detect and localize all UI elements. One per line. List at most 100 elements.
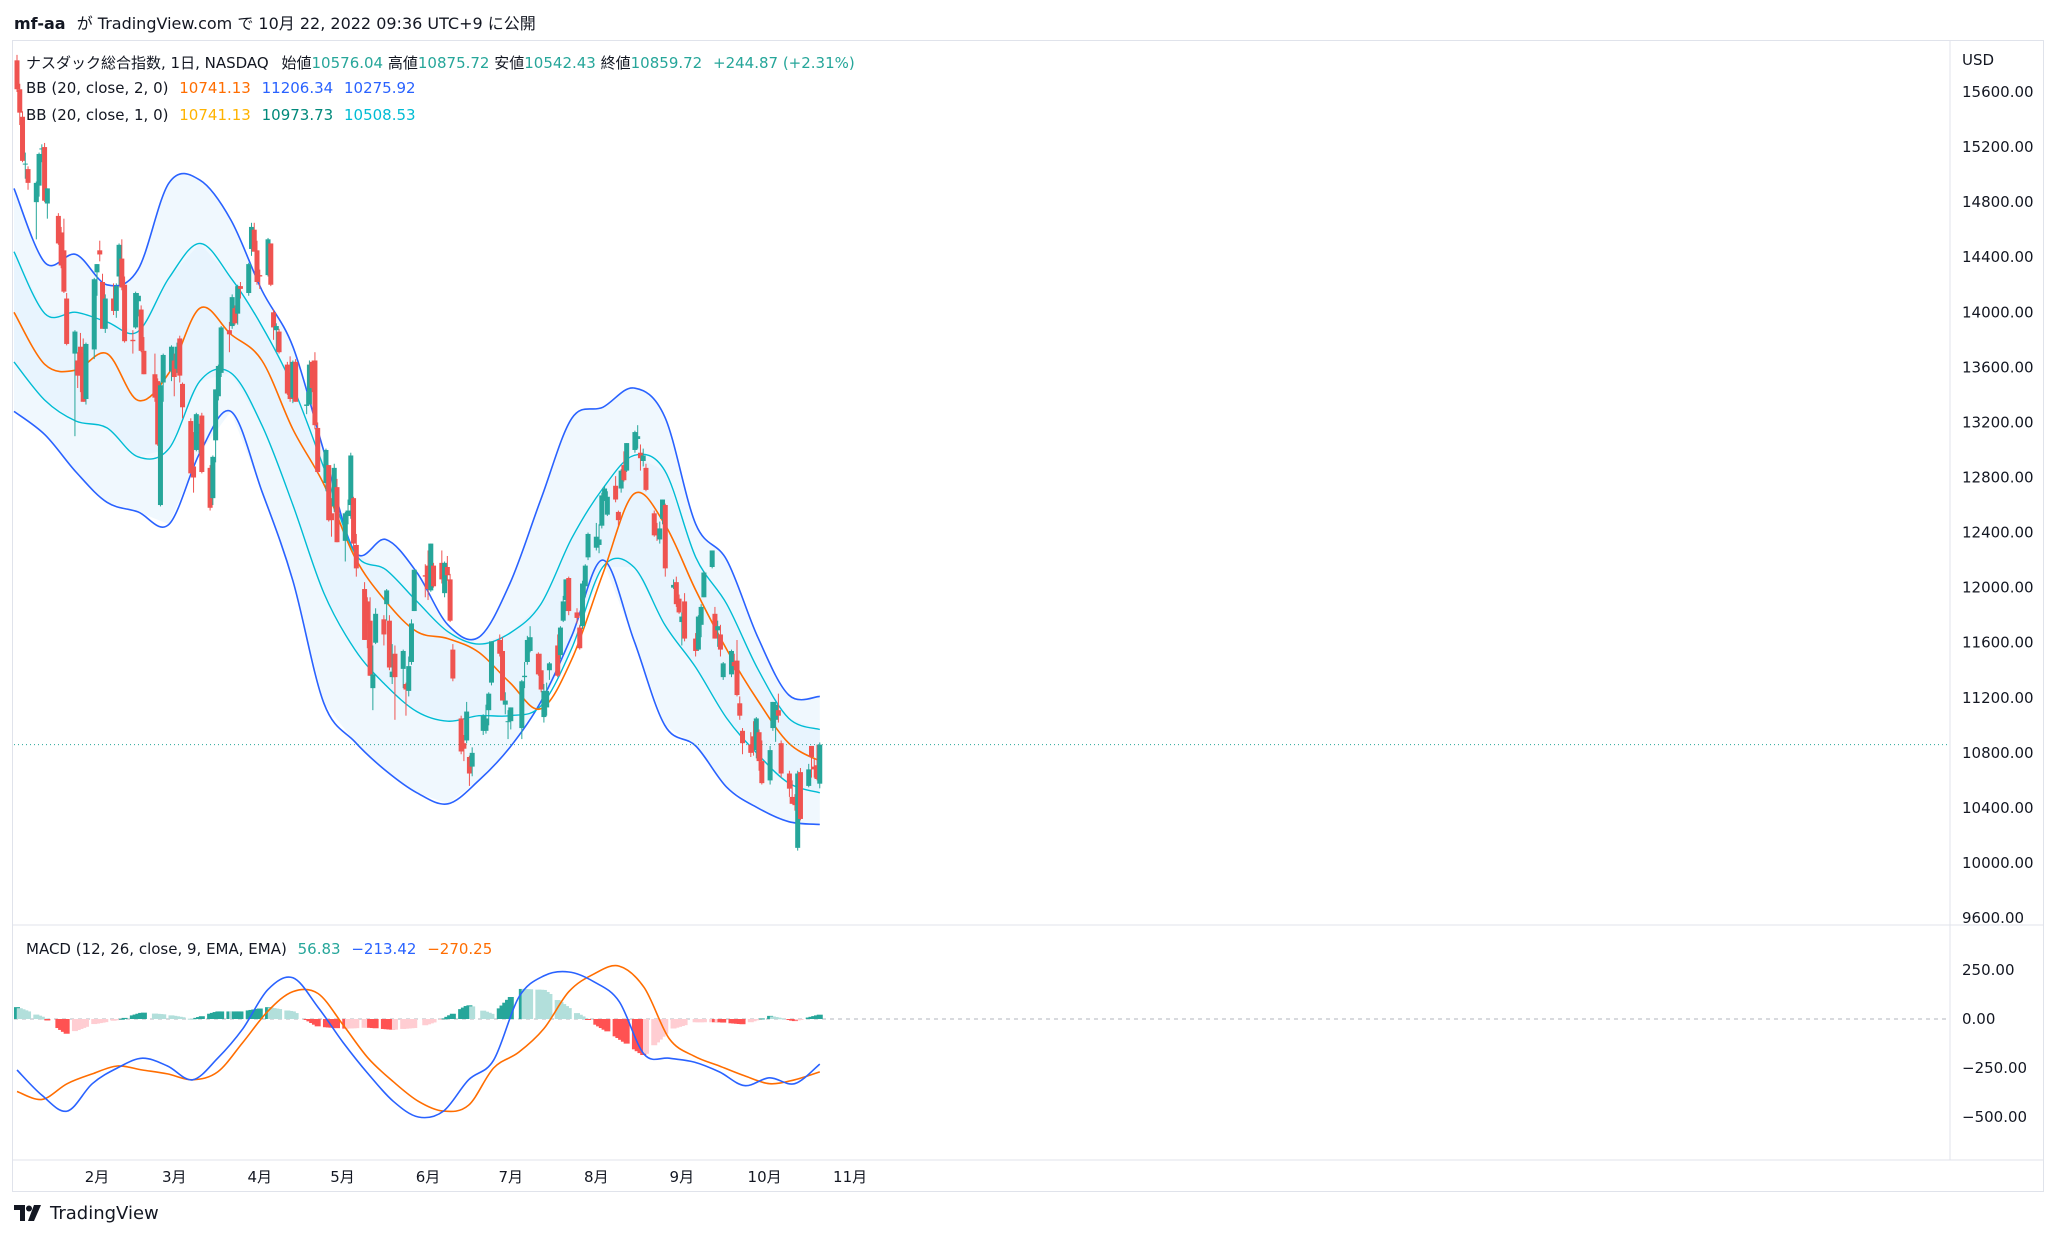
candle-body <box>717 634 723 650</box>
price-axis-tick: 14800.00 <box>1962 193 2034 211</box>
candle <box>188 418 194 474</box>
price-axis-tick: 12000.00 <box>1962 579 2034 597</box>
candle <box>557 626 563 660</box>
macd-histogram-bar <box>237 1011 244 1019</box>
legend-bb-1sd[interactable]: BB (20, close, 1, 0) 10741.13 10973.73 1… <box>26 106 416 124</box>
candle <box>207 465 213 511</box>
candle <box>232 305 238 325</box>
legend-bb1-label: BB (20, close, 2, 0) <box>26 79 169 97</box>
candle-body <box>328 513 334 521</box>
legend-macd[interactable]: MACD (12, 26, close, 9, EMA, EMA) 56.83 … <box>26 940 492 958</box>
candle <box>381 615 387 646</box>
macd-line <box>16 970 821 1119</box>
candle-body <box>632 432 638 450</box>
macd-histogram-bar <box>565 1008 572 1019</box>
candle <box>42 142 48 203</box>
candle-body <box>775 710 781 716</box>
candle-body <box>753 718 759 751</box>
candle-body <box>806 769 812 786</box>
candle <box>422 564 428 598</box>
candle-body <box>731 661 737 667</box>
candle <box>362 582 368 640</box>
candle-body <box>14 60 20 90</box>
bb-1sd-lower-line <box>13 361 821 794</box>
candle <box>817 742 823 789</box>
candle <box>480 714 486 735</box>
price-axis-tick: 12800.00 <box>1962 469 2034 487</box>
time-axis-tick: 3月 <box>162 1168 187 1186</box>
candle <box>304 392 310 415</box>
candle <box>97 240 103 262</box>
author-name[interactable]: mf-aa <box>14 14 66 33</box>
candle-body <box>442 562 448 594</box>
candle <box>792 794 798 811</box>
candle <box>806 763 812 788</box>
candle <box>450 644 456 682</box>
macd-histogram-bar <box>411 1019 418 1028</box>
macd-axis-tick: −500.00 <box>1962 1108 2027 1126</box>
macd-histogram-bar <box>797 1019 804 1020</box>
price-axis-tick: 9600.00 <box>1962 909 2024 927</box>
candle-body <box>191 466 197 478</box>
candle <box>345 499 351 525</box>
legend-symbol[interactable]: ナスダック総合指数, 1日, NASDAQ <box>26 54 269 72</box>
candle-body <box>522 675 528 678</box>
candle-body <box>546 663 552 671</box>
candle-body <box>196 432 202 434</box>
candle-body <box>808 745 814 757</box>
candle <box>538 653 544 693</box>
price-axis-tick: 15200.00 <box>1962 138 2034 156</box>
candle <box>720 661 726 680</box>
candle-body <box>348 455 354 506</box>
candle-body <box>635 436 641 439</box>
chart-frame[interactable] <box>12 40 2044 1192</box>
candle-body <box>55 215 61 244</box>
candle <box>55 213 61 245</box>
candle <box>778 740 784 778</box>
candle-body <box>748 744 754 753</box>
bb-2sd-fill <box>14 173 820 825</box>
candle-body <box>119 258 125 288</box>
candle <box>604 491 610 517</box>
candle <box>215 364 221 401</box>
candle <box>464 701 470 744</box>
price-axis-tick: 11600.00 <box>1962 634 2034 652</box>
candle <box>348 452 354 519</box>
candle-body <box>679 616 685 623</box>
candle <box>715 620 721 647</box>
candle-body <box>695 616 701 650</box>
candle-body <box>483 718 489 731</box>
candle <box>671 579 677 590</box>
candle <box>133 291 139 329</box>
footer-brand[interactable]: TradingView <box>14 1200 159 1226</box>
candle <box>152 353 158 402</box>
candle <box>751 721 757 756</box>
candle <box>229 294 235 329</box>
publish-info: が TradingView.com で 10月 22, 2022 09:36 U… <box>76 14 536 33</box>
candle-body <box>450 649 456 679</box>
candle <box>814 744 820 781</box>
candle <box>563 579 569 612</box>
candle <box>367 597 373 676</box>
candle-body <box>660 499 666 519</box>
time-axis-tick: 9月 <box>670 1168 695 1186</box>
legend-ohlc: ナスダック総合指数, 1日, NASDAQ 始値10576.04 高値10875… <box>26 52 855 73</box>
candle-body <box>373 613 379 643</box>
legend-bb2-label: BB (20, close, 1, 0) <box>26 106 169 124</box>
candle-body <box>422 575 428 577</box>
candle-body <box>464 711 470 741</box>
macd-axis-tick: −250.00 <box>1962 1059 2027 1077</box>
price-axis-tick: 15600.00 <box>1962 83 2034 101</box>
macd-histogram-bar <box>604 1019 611 1032</box>
legend-bb-2sd[interactable]: BB (20, close, 2, 0) 10741.13 11206.34 1… <box>26 79 416 97</box>
candle <box>77 332 83 393</box>
candle <box>740 728 746 755</box>
candle-body <box>384 590 390 605</box>
candle <box>75 352 81 389</box>
candle <box>293 359 299 402</box>
candle-body <box>444 566 450 576</box>
macd-histogram-bar <box>121 1017 128 1019</box>
macd-histogram-bar <box>469 1006 476 1019</box>
candle-body <box>22 163 28 165</box>
